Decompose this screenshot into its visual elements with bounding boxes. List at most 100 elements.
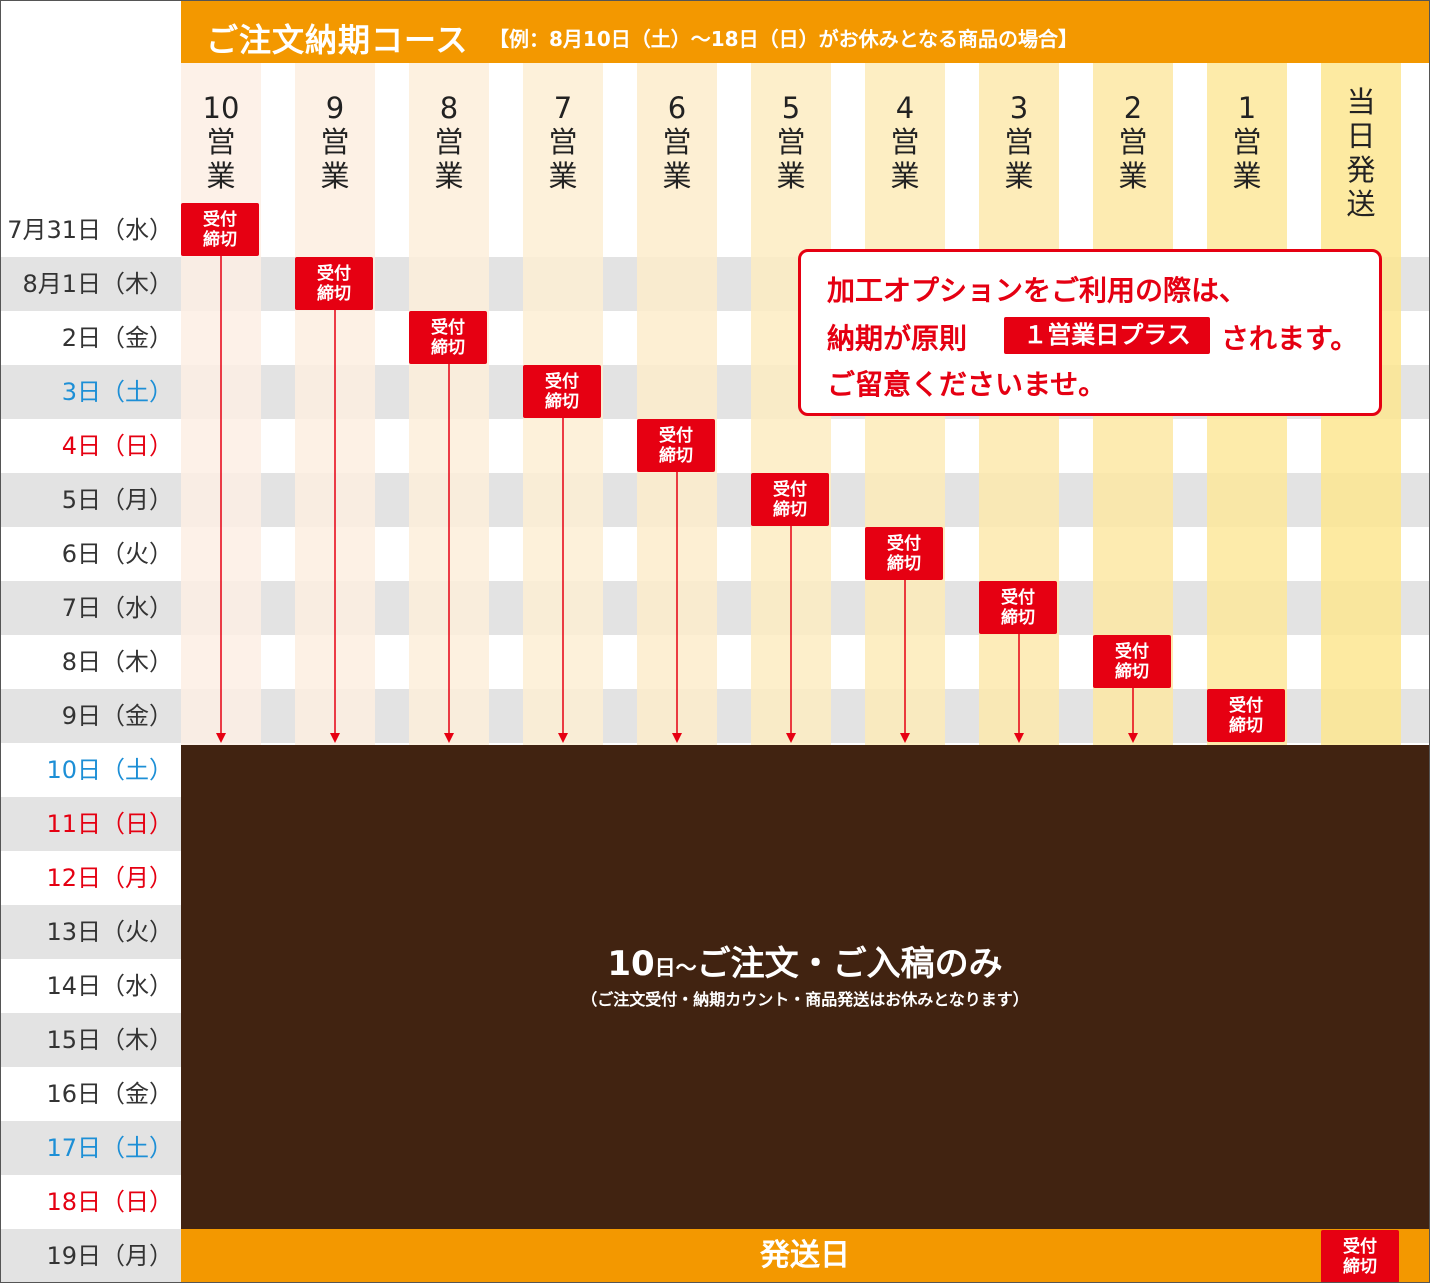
- same-day-deadline-badge: 受付 締切: [1321, 1230, 1399, 1282]
- deadline-line1: 受付: [887, 533, 921, 554]
- deadline-badge: 受付 締切: [409, 311, 487, 364]
- deadline-badge: 受付 締切: [523, 365, 601, 418]
- column-header-char: 営: [206, 125, 236, 159]
- column-header-char: 送: [1346, 187, 1376, 221]
- deadline-line2: 締切: [317, 283, 351, 304]
- deadline-line2: 締切: [431, 337, 465, 358]
- column-header-char: 業: [776, 159, 806, 193]
- deadline-line1: 受付: [1001, 587, 1035, 608]
- date-label: 5日（月）: [61, 486, 173, 514]
- date-label: 18日（日）: [46, 1188, 173, 1216]
- shipping-day-label: 発送日: [760, 1238, 850, 1273]
- column-header-char: 業: [1004, 159, 1034, 193]
- header-bar: [181, 1, 1429, 63]
- column-header-char: 6: [667, 91, 687, 125]
- date-label: 11日（日）: [46, 810, 173, 838]
- deadline-arrow-head: [672, 733, 682, 743]
- deadline-arrow-head: [786, 733, 796, 743]
- date-label: 14日（水）: [46, 972, 173, 1000]
- column-header-char: 営: [776, 125, 806, 159]
- deadline-line2: 締切: [887, 553, 921, 574]
- deadline-line1: 受付: [773, 479, 807, 500]
- deadline-line1: 受付: [1343, 1236, 1377, 1257]
- deadline-arrow-head: [558, 733, 568, 743]
- callout-line3: ご留意くださいませ。: [827, 368, 1107, 401]
- deadline-line2: 締切: [1001, 607, 1035, 628]
- closed-period-area: [181, 745, 1429, 1229]
- column-header-char: 5: [781, 91, 801, 125]
- deadline-badge: 受付 締切: [637, 419, 715, 472]
- column-header-char: 8: [439, 91, 459, 125]
- date-label: 6日（火）: [61, 540, 173, 568]
- column-header-char: 営: [1004, 125, 1034, 159]
- deadline-arrow-head: [1128, 733, 1138, 743]
- deadline-badge: 受付 締切: [1093, 635, 1171, 688]
- deadline-line2: 締切: [659, 445, 693, 466]
- column-header-char: 1: [1237, 91, 1257, 125]
- date-label: 10日（土）: [46, 756, 173, 784]
- header-title: ご注文納期コース: [206, 21, 469, 59]
- deadline-badge: 受付 締切: [865, 527, 943, 580]
- closed-period-prefix: 10: [607, 944, 655, 984]
- deadline-line2: 締切: [203, 229, 237, 250]
- deadline-line1: 受付: [659, 425, 693, 446]
- column-header-char: 当: [1346, 85, 1376, 119]
- deadline-arrow-head: [330, 733, 340, 743]
- date-label: 12日（月）: [46, 864, 173, 892]
- column-header-char: 業: [320, 159, 350, 193]
- callout-line1: 加工オプションをご利用の際は、: [827, 274, 1248, 307]
- date-label: 8月1日（木）: [22, 270, 173, 298]
- deadline-badge: 受付 締切: [295, 257, 373, 310]
- deadline-line1: 受付: [317, 263, 351, 284]
- deadline-line2: 締切: [773, 499, 807, 520]
- deadline-line2: 締切: [545, 391, 579, 412]
- header-note: 【例：8月10日（土）〜18日（日）がお休みとなる商品の場合】: [489, 27, 1078, 51]
- deadline-line1: 受付: [1229, 695, 1263, 716]
- callout-badge: １営業日プラス: [1004, 317, 1210, 354]
- deadline-line2: 締切: [1343, 1256, 1377, 1277]
- date-label: 8日（木）: [61, 648, 173, 676]
- date-label: 4日（日）: [61, 432, 173, 460]
- column-header-char: 発: [1346, 153, 1376, 187]
- column-header-char: 業: [890, 159, 920, 193]
- deadline-line2: 締切: [1229, 715, 1263, 736]
- deadline-badge: 受付 締切: [181, 203, 259, 256]
- deadline-line1: 受付: [203, 209, 237, 230]
- date-label: 16日（金）: [46, 1080, 173, 1108]
- column-header-char: 2: [1123, 91, 1143, 125]
- column-header: 当日発送: [1321, 85, 1401, 221]
- column-header-char: 業: [662, 159, 692, 193]
- callout-line2-before: 納期が原則: [827, 322, 968, 355]
- closed-period-title: 10日〜ご注文・ご入稿のみ: [181, 936, 1429, 985]
- column-header-char: 業: [1232, 159, 1262, 193]
- column-header-char: 営: [320, 125, 350, 159]
- column-header-char: 営: [434, 125, 464, 159]
- column-header-char: 営: [890, 125, 920, 159]
- date-label: 17日（土）: [46, 1134, 173, 1162]
- column-header-char: 3: [1009, 91, 1029, 125]
- deadline-badge: 受付 締切: [979, 581, 1057, 634]
- deadline-line1: 受付: [545, 371, 579, 392]
- column-header-char: 営: [1118, 125, 1148, 159]
- footer-bar: [181, 1229, 1429, 1282]
- deadline-arrow-head: [900, 733, 910, 743]
- deadline-line1: 受付: [431, 317, 465, 338]
- closed-period-text: ご注文・ご入稿のみ: [696, 944, 1003, 984]
- column-header-char: 営: [662, 125, 692, 159]
- deadline-line2: 締切: [1115, 661, 1149, 682]
- closed-period-day: 日〜: [654, 956, 697, 980]
- column-header-char: 業: [206, 159, 236, 193]
- callout-line2-after: されます。: [1221, 322, 1359, 355]
- date-label: 7月31日（水）: [7, 216, 173, 244]
- deadline-arrow-head: [216, 733, 226, 743]
